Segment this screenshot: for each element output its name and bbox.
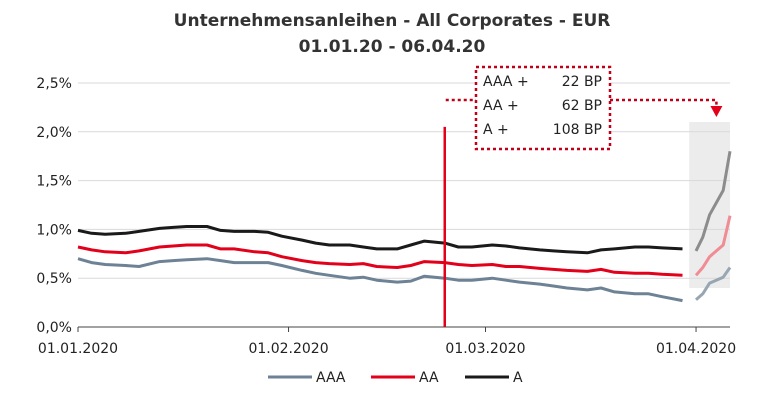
y-tick-label: 0,5% [36, 271, 72, 287]
annotation-box [474, 65, 612, 151]
chart-title: Unternehmensanleihen - All Corporates - … [174, 11, 611, 31]
series-line-aaa [77, 257, 683, 303]
series-line-aaa-highlight [695, 266, 732, 301]
annotation-value: 22 BP [562, 74, 602, 90]
series-line-a [77, 225, 683, 255]
y-tick-label: 2,0% [36, 125, 72, 141]
annotation-arrowhead [710, 106, 723, 117]
highlight-layer [689, 122, 730, 288]
annotation-label: AA + [483, 98, 519, 114]
series-line-aa-highlight [694, 215, 732, 277]
legend-label: AA [419, 370, 439, 386]
axis-layer: 0,0% 0,5% 1,0% 1,5% 2,0% 2,5% 01.01.2020 01.02.… [36, 76, 736, 357]
x-tick-label: 01.02.2020 [248, 341, 328, 357]
y-tick-label: 1,5% [36, 174, 72, 190]
y-tick-label: 0,0% [36, 320, 72, 336]
annotation-label: A + [483, 122, 509, 138]
x-tick-label: 01.03.2020 [445, 341, 525, 357]
legend-label: A [513, 370, 523, 386]
series-layer [77, 151, 732, 303]
x-tick-label: 01.01.2020 [38, 341, 118, 357]
series-line-a-highlight [694, 151, 732, 252]
chart-subtitle: 01.01.20 - 06.04.20 [299, 37, 486, 57]
annotation-value: 62 BP [562, 98, 602, 114]
series-line-aa [77, 243, 683, 277]
y-tick-label: 1,0% [36, 222, 72, 238]
x-tick-label: 01.04.2020 [656, 341, 736, 357]
annotation-layer: AAA + 22 BP AA + 62 BP A + 108 BP [445, 65, 723, 151]
legend-label: AAA [316, 370, 346, 386]
y-tick-label: 2,5% [36, 76, 72, 92]
grid-layer [78, 82, 730, 279]
annotation-label: AAA + [483, 74, 529, 90]
annotation-connector-right [610, 98, 718, 106]
annotation-value: 108 BP [553, 122, 602, 138]
legend: AAA AA A [268, 370, 523, 386]
highlight-box [689, 122, 730, 288]
